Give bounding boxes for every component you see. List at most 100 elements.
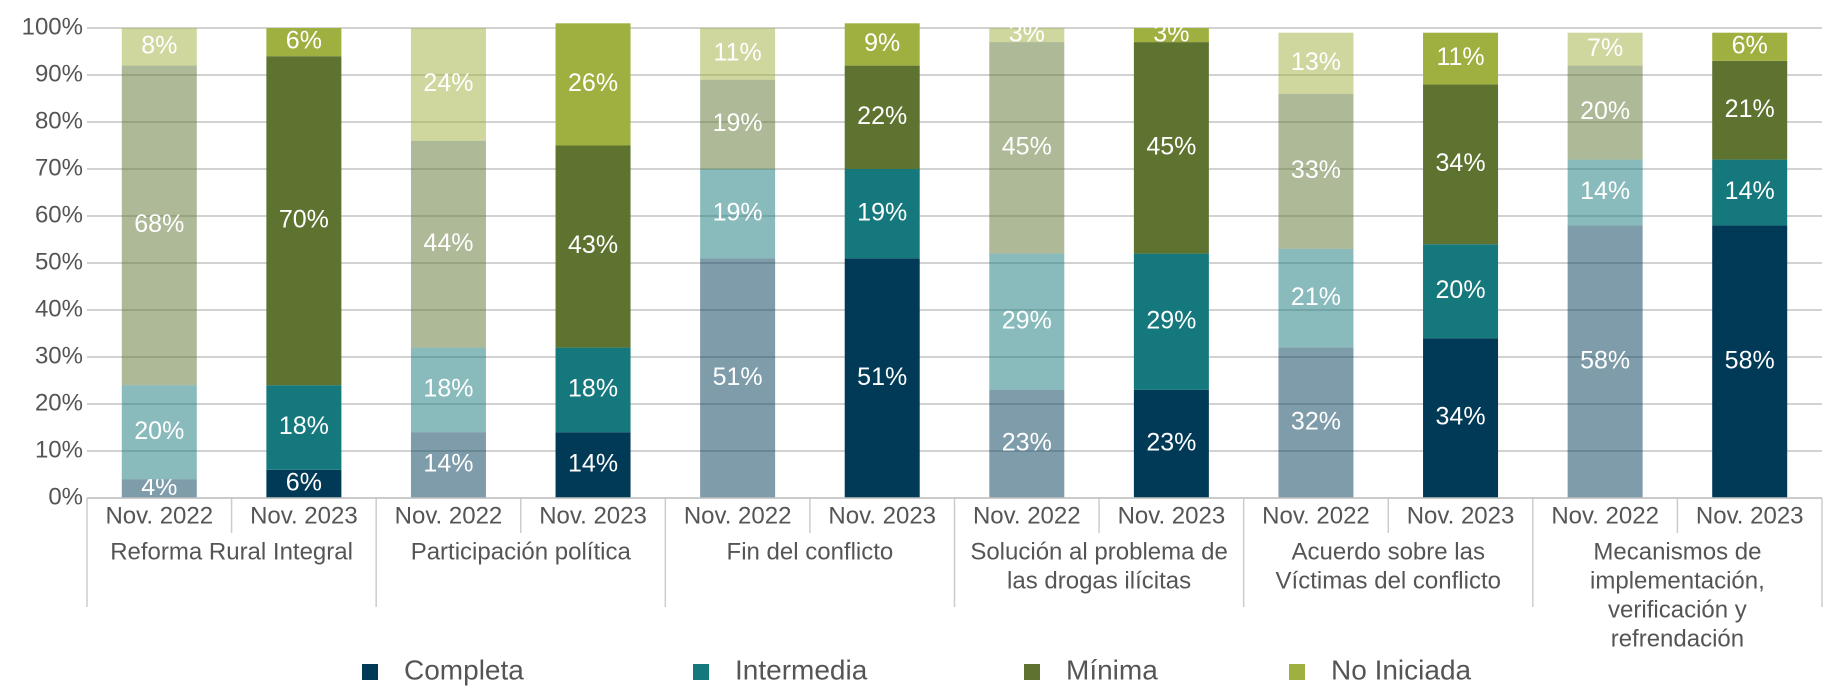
data-label: 21%	[1725, 95, 1775, 123]
data-label: 6%	[286, 469, 322, 497]
bar-segment	[1278, 248, 1354, 348]
data-label: 20%	[1580, 97, 1630, 125]
bar-segment	[1567, 225, 1643, 498]
data-label: 3%	[1009, 20, 1045, 48]
bar-segment	[1423, 84, 1499, 245]
x-tick-label: Nov. 2022	[973, 502, 1081, 529]
bar-segment	[410, 140, 486, 348]
data-label: 45%	[1002, 132, 1052, 160]
bar-segment	[121, 65, 197, 386]
bar-segment	[1712, 159, 1788, 226]
bar-segment	[989, 42, 1065, 254]
bar-segment	[266, 385, 342, 470]
group-label: refrendación	[1611, 625, 1744, 652]
y-tick-label: 0%	[48, 483, 83, 510]
group-label: verificación y	[1608, 596, 1747, 623]
x-tick-label: Nov. 2022	[395, 502, 503, 529]
bar-segment	[410, 432, 486, 498]
legend-swatch	[1024, 664, 1040, 680]
data-label: 29%	[1146, 306, 1196, 334]
bar-segment	[1567, 159, 1643, 226]
data-label: 19%	[713, 198, 763, 226]
x-tick-label: Nov. 2023	[828, 502, 936, 529]
data-label: 20%	[1436, 276, 1486, 304]
group-label: Solución al problema de	[970, 538, 1228, 565]
data-label: 58%	[1725, 346, 1775, 374]
bar-segment	[700, 258, 776, 498]
group-label: Acuerdo sobre las	[1292, 538, 1485, 565]
data-label: 18%	[568, 375, 618, 403]
bar-segment	[266, 469, 342, 498]
bar-segment	[121, 385, 197, 480]
bar-segment	[410, 347, 486, 433]
bar-segment	[1712, 32, 1788, 61]
bar-segment	[1423, 244, 1499, 339]
bar-segment	[1712, 225, 1788, 498]
data-label: 11%	[1436, 43, 1484, 71]
y-tick-label: 10%	[35, 436, 83, 463]
x-tick-label: Nov. 2022	[1262, 502, 1370, 529]
data-label: 14%	[1580, 177, 1630, 205]
y-tick-label: 80%	[35, 107, 83, 134]
x-tick-label: Nov. 2022	[684, 502, 792, 529]
x-tick-label: Nov. 2023	[250, 502, 358, 529]
data-label: 22%	[857, 102, 907, 130]
legend-swatch	[1289, 664, 1305, 680]
bar-segment	[121, 28, 197, 66]
data-label: 19%	[713, 109, 763, 137]
data-label: 9%	[864, 29, 900, 57]
data-label: 33%	[1291, 156, 1341, 184]
bar-segment	[1712, 60, 1788, 160]
bar-segment	[844, 23, 920, 66]
legend-swatch	[693, 664, 709, 680]
bar-segment	[700, 79, 776, 169]
group-label: implementación,	[1590, 567, 1765, 594]
legend-label: Intermedia	[735, 654, 868, 685]
x-tick-label: Nov. 2022	[1551, 502, 1659, 529]
bar-segment	[1278, 93, 1354, 249]
group-label: Mecanismos de	[1593, 538, 1761, 565]
legend-label: Mínima	[1066, 654, 1158, 685]
x-tick-label: Nov. 2023	[1407, 502, 1515, 529]
bar-segment	[1423, 338, 1499, 498]
group-label: Participación política	[411, 538, 632, 565]
data-label: 11%	[714, 38, 762, 66]
bar-segment	[1278, 32, 1354, 94]
x-tick-label: Nov. 2022	[105, 502, 213, 529]
group-label: Víctimas del conflicto	[1276, 567, 1501, 594]
bar-segment	[700, 28, 776, 80]
group-label: las drogas ilícitas	[1007, 567, 1191, 594]
data-label: 45%	[1146, 132, 1196, 160]
bar-segment	[1133, 253, 1209, 390]
legend-label: Completa	[404, 654, 524, 685]
data-label: 18%	[423, 375, 473, 403]
y-tick-label: 100%	[22, 13, 83, 40]
data-label: 14%	[568, 450, 618, 478]
data-label: 70%	[279, 205, 329, 233]
y-tick-label: 70%	[35, 154, 83, 181]
data-label: 32%	[1291, 407, 1341, 435]
x-tick-label: Nov. 2023	[539, 502, 647, 529]
data-label: 8%	[141, 31, 177, 59]
data-label: 26%	[568, 69, 618, 97]
y-tick-label: 60%	[35, 201, 83, 228]
bar-segment	[700, 169, 776, 259]
data-label: 58%	[1580, 346, 1630, 374]
data-label: 24%	[423, 69, 473, 97]
data-label: 34%	[1436, 403, 1486, 431]
data-label: 23%	[1146, 429, 1196, 457]
data-label: 21%	[1291, 283, 1341, 311]
y-tick-label: 50%	[35, 248, 83, 275]
bar-segment	[1133, 389, 1209, 498]
data-label: 18%	[279, 412, 329, 440]
data-label: 43%	[568, 231, 618, 259]
bar-segment	[989, 389, 1065, 498]
group-label: Fin del conflicto	[727, 538, 894, 565]
bar-segment	[844, 258, 920, 498]
bar-segment	[1278, 347, 1354, 498]
data-label: 44%	[423, 229, 473, 257]
bar-segment	[266, 28, 342, 57]
x-tick-label: Nov. 2023	[1118, 502, 1226, 529]
data-label: 6%	[286, 27, 322, 55]
bar-segment	[555, 145, 631, 348]
